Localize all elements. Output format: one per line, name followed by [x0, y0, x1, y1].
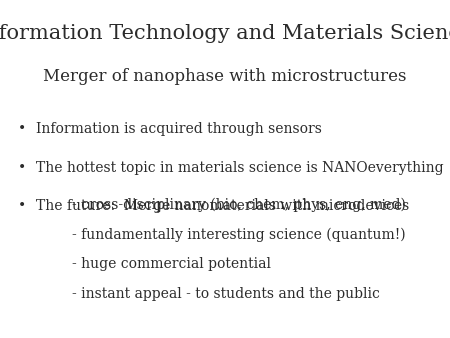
Text: The hottest topic in materials science is NANOeverything: The hottest topic in materials science i…: [36, 161, 444, 174]
Text: - cross-disciplinary (bio, chem, phys, eng, med): - cross-disciplinary (bio, chem, phys, e…: [72, 198, 406, 212]
Text: Merger of nanophase with microstructures: Merger of nanophase with microstructures: [43, 68, 407, 84]
Text: •: •: [18, 161, 26, 174]
Text: •: •: [18, 122, 26, 136]
Text: •: •: [18, 199, 26, 213]
Text: Information is acquired through sensors: Information is acquired through sensors: [36, 122, 322, 136]
Text: - instant appeal - to students and the public: - instant appeal - to students and the p…: [72, 287, 380, 301]
Text: - fundamentally interesting science (quantum!): - fundamentally interesting science (qua…: [72, 227, 405, 242]
Text: The future:  Merge nanomaterials with microdevices: The future: Merge nanomaterials with mic…: [36, 199, 409, 213]
Text: - huge commercial potential: - huge commercial potential: [72, 257, 271, 271]
Text: Information Technology and Materials Science: Information Technology and Materials Sci…: [0, 24, 450, 43]
